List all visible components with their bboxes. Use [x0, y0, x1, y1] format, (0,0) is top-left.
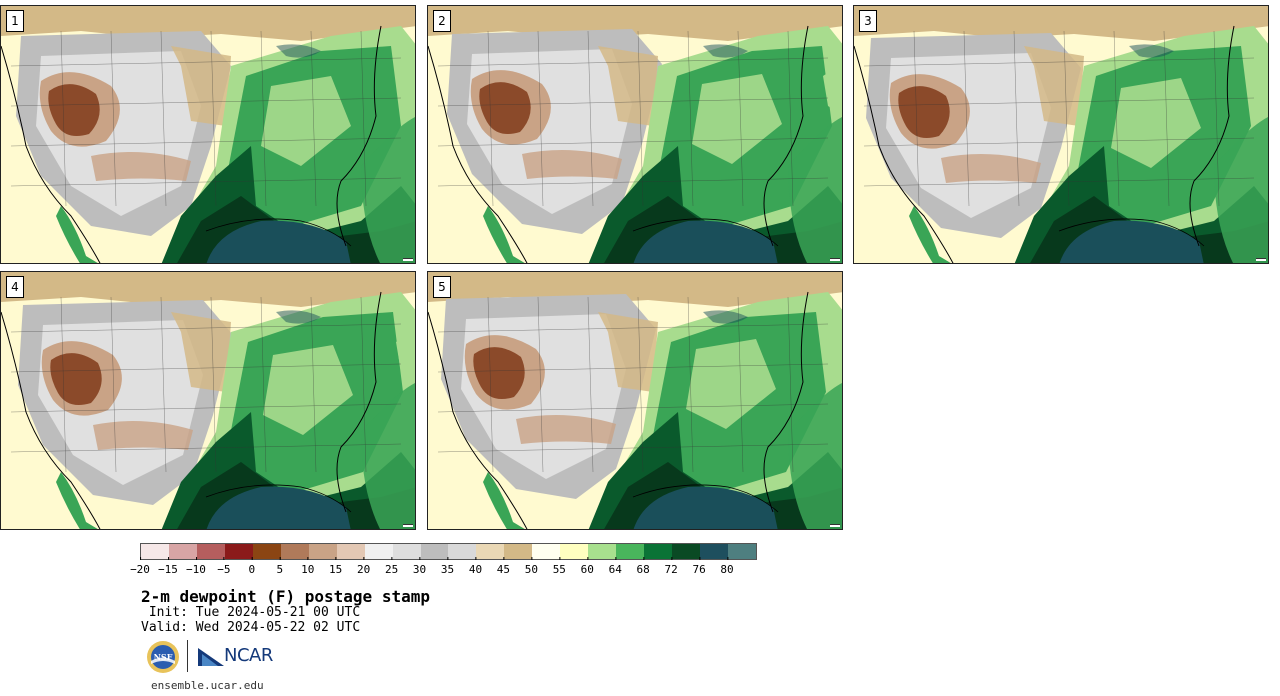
scale-bar [403, 524, 413, 527]
panel-label: 3 [859, 10, 877, 32]
colorbar-ticks: −20 −15 −10 −5 0 5 10 15 20 25 30 35 40 45 50 55 60 64 68 7… [130, 557, 755, 578]
panel-label: 2 [433, 10, 451, 32]
colorbar-tick-label: 20 [357, 557, 370, 576]
colorbar-swatch [644, 544, 673, 559]
colorbar-swatch [504, 544, 533, 559]
colorbar-tick-label: 40 [469, 557, 482, 576]
scale-bar [1256, 258, 1266, 261]
colorbar [140, 543, 757, 560]
colorbar-tick-label: 76 [692, 557, 706, 576]
panel-2: 2 [427, 5, 843, 264]
panel-label: 4 [6, 276, 24, 298]
panel-3: 3 [853, 5, 1269, 264]
ncar-mark-icon [198, 647, 224, 666]
logo-divider [187, 640, 188, 672]
ncar-logo: NCAR [198, 645, 273, 666]
colorbar-swatch [588, 544, 617, 559]
colorbar-swatch [532, 544, 561, 559]
colorbar-swatch [700, 544, 729, 559]
dewpoint-map [854, 6, 1268, 263]
colorbar-swatch [392, 544, 421, 559]
map-layers [428, 6, 842, 263]
colorbar-tick-label: 45 [497, 557, 510, 576]
colorbar-swatch [728, 544, 756, 559]
site-url: ensemble.ucar.edu [151, 679, 264, 692]
colorbar-swatch [672, 544, 701, 559]
colorbar-tick-label: 25 [385, 557, 398, 576]
dewpoint-map [428, 272, 842, 529]
nsf-logo-icon: NSF [147, 641, 179, 673]
colorbar-tick-label: 5 [276, 557, 283, 576]
colorbar-tick-label: 55 [553, 557, 566, 576]
colorbar-tick-label: −5 [217, 557, 230, 576]
map-layers [1, 272, 415, 529]
colorbar-tick-label: 15 [329, 557, 342, 576]
init-time: Init: Tue 2024-05-21 00 UTC [141, 605, 361, 620]
colorbar-swatch [420, 544, 449, 559]
colorbar-swatch [141, 544, 169, 559]
panel-label: 5 [433, 276, 451, 298]
scale-bar [830, 524, 840, 527]
colorbar-swatch [448, 544, 477, 559]
valid-time: Valid: Wed 2024-05-22 02 UTC [141, 620, 361, 635]
colorbar-tick-label: 68 [637, 557, 650, 576]
panel-5: 5 [427, 271, 843, 530]
dewpoint-map [1, 272, 415, 529]
colorbar-swatch [364, 544, 393, 559]
colorbar-swatch [560, 544, 589, 559]
colorbar-tick-label: −15 [158, 557, 178, 576]
colorbar-swatch [476, 544, 505, 559]
map-layers [1, 6, 415, 263]
dewpoint-map [1, 6, 415, 263]
panel-4: 4 [0, 271, 416, 530]
colorbar-swatch [616, 544, 645, 559]
panel-1: 1 [0, 5, 416, 264]
colorbar-swatch [168, 544, 197, 559]
colorbar-tick-label: 72 [665, 557, 678, 576]
colorbar-tick-label: 60 [581, 557, 594, 576]
ncar-text: NCAR [224, 645, 273, 666]
colorbar-tick-label: 64 [609, 557, 622, 576]
colorbar-swatch [336, 544, 365, 559]
colorbar-tick-label: 50 [525, 557, 538, 576]
colorbar-swatch [308, 544, 337, 559]
colorbar-swatch [252, 544, 281, 559]
panel-label: 1 [6, 10, 24, 32]
nsf-text: NSF [154, 652, 173, 662]
colorbar-tick-label: 80 [720, 557, 734, 576]
scale-bar [830, 258, 840, 261]
colorbar-tick-label: 0 [249, 557, 255, 576]
colorbar-tick-label: 30 [413, 557, 426, 576]
colorbar-swatch [196, 544, 225, 559]
page-title: 2-m dewpoint (F) postage stamp [141, 587, 430, 606]
dewpoint-map [428, 6, 842, 263]
colorbar-tick-label: 10 [301, 557, 314, 576]
colorbar-tick-label: −20 [130, 557, 150, 576]
map-layers [428, 272, 842, 529]
map-layers [854, 6, 1268, 263]
colorbar-tick-label: −10 [186, 557, 206, 576]
colorbar-tick-label: 35 [441, 557, 454, 576]
colorbar-swatch [224, 544, 253, 559]
colorbar-swatch [280, 544, 309, 559]
scale-bar [403, 258, 413, 261]
